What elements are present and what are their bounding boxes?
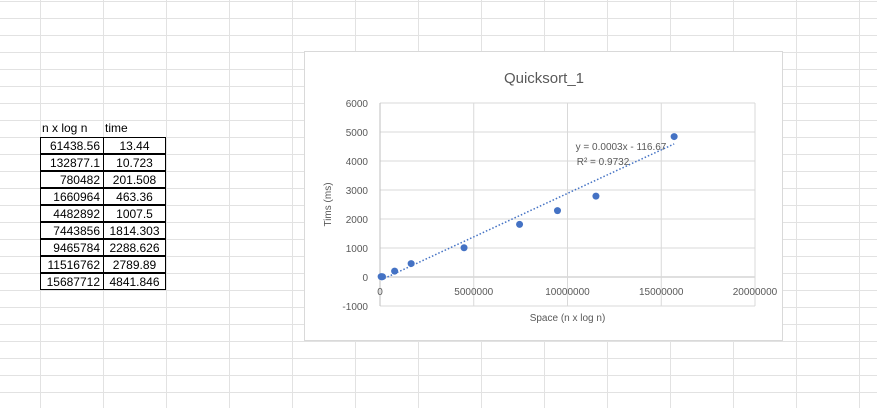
- y-tick-label: 0: [362, 273, 368, 284]
- trendline-equation: y = 0.0003x - 116.67: [576, 142, 667, 153]
- cell-nlogn[interactable]: 9465784: [40, 239, 104, 256]
- y-tick-label: 1000: [346, 244, 369, 255]
- trendline: [380, 143, 675, 281]
- cell-time[interactable]: 2288.626: [103, 239, 166, 256]
- cell-time[interactable]: 463.36: [103, 188, 166, 205]
- scatter-chart: Quicksort_1 -1000 0 1000 2000 3000 4000 5000 600…: [323, 70, 778, 324]
- y-tick-label: 4000: [346, 157, 369, 168]
- x-axis-label: Space (n x log n): [530, 313, 606, 324]
- data-point[interactable]: [378, 273, 386, 281]
- cell-time[interactable]: 201.508: [103, 171, 166, 188]
- data-point[interactable]: [407, 260, 415, 268]
- x-tick-label: 0: [377, 287, 383, 298]
- chart-area[interactable]: Quicksort_1 -1000 0 1000 2000 3000 4000 5000 600…: [304, 51, 783, 341]
- chart-title: Quicksort_1: [504, 70, 584, 87]
- data-point[interactable]: [516, 220, 524, 228]
- cell-time[interactable]: 1814.303: [103, 222, 166, 239]
- cell-time[interactable]: 1007.5: [103, 205, 166, 222]
- cell-nlogn[interactable]: 11516762: [40, 256, 104, 273]
- cell-time[interactable]: 10.723: [103, 154, 166, 171]
- x-tick-label: 5000000: [454, 287, 493, 298]
- y-tick-label: 2000: [346, 215, 369, 226]
- header-nlogn[interactable]: n x log n: [42, 121, 88, 135]
- data-point[interactable]: [553, 207, 561, 215]
- cell-nlogn[interactable]: 61438.56: [40, 137, 104, 154]
- y-axis-label: Tims (ms): [323, 182, 334, 226]
- cell-nlogn[interactable]: 780482: [40, 171, 104, 188]
- trendline-r2: R² = 0.9732: [577, 157, 630, 168]
- y-tick-label: 5000: [346, 128, 369, 139]
- y-tick-label: -1000: [342, 302, 368, 313]
- y-tick-label: 6000: [346, 99, 369, 110]
- x-tick-label: 20000000: [733, 287, 778, 298]
- data-point[interactable]: [391, 267, 399, 275]
- cell-nlogn[interactable]: 4482892: [40, 205, 104, 222]
- cell-nlogn[interactable]: 1660964: [40, 188, 104, 205]
- data-point[interactable]: [460, 244, 468, 252]
- data-point[interactable]: [670, 133, 678, 141]
- cell-nlogn[interactable]: 132877.1: [40, 154, 104, 171]
- header-time[interactable]: time: [105, 121, 128, 135]
- x-tick-label: 15000000: [639, 287, 684, 298]
- cell-time[interactable]: 13.44: [103, 137, 166, 154]
- cell-nlogn[interactable]: 7443856: [40, 222, 104, 239]
- x-tick-label: 10000000: [545, 287, 590, 298]
- cell-time[interactable]: 4841.846: [103, 273, 166, 290]
- y-tick-label: 3000: [346, 186, 369, 197]
- cell-time[interactable]: 2789.89: [103, 256, 166, 273]
- cell-nlogn[interactable]: 15687712: [40, 273, 104, 290]
- data-point[interactable]: [592, 192, 600, 200]
